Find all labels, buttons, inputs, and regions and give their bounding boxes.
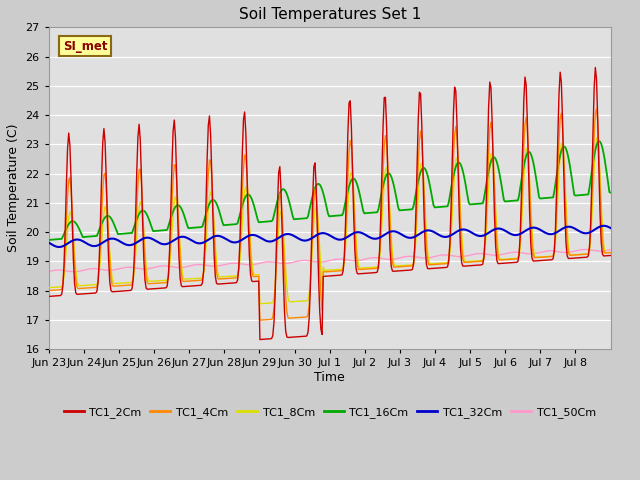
X-axis label: Time: Time bbox=[314, 371, 345, 384]
Text: SI_met: SI_met bbox=[63, 40, 108, 53]
Y-axis label: Soil Temperature (C): Soil Temperature (C) bbox=[7, 124, 20, 252]
Title: Soil Temperatures Set 1: Soil Temperatures Set 1 bbox=[239, 7, 421, 22]
Legend: TC1_2Cm, TC1_4Cm, TC1_8Cm, TC1_16Cm, TC1_32Cm, TC1_50Cm: TC1_2Cm, TC1_4Cm, TC1_8Cm, TC1_16Cm, TC1… bbox=[60, 403, 600, 423]
